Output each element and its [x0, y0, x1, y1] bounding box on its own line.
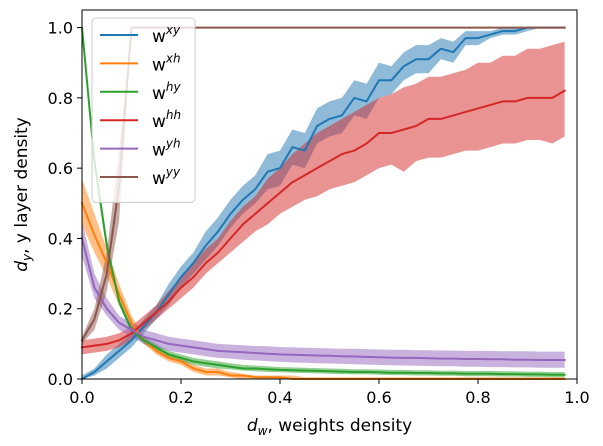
x-tick-label: 0.8	[465, 388, 490, 407]
legend-entry-why: why	[152, 80, 182, 104]
x-axis-label: dw, weights density	[247, 416, 412, 438]
y-axis-label-rest: , y layer density	[12, 117, 32, 254]
series-line-wxy	[80, 26, 566, 381]
series-line-wyh	[80, 237, 566, 361]
y-axis-label-var: d	[12, 261, 32, 272]
x-axis-label-var: d	[247, 416, 258, 436]
legend-entry-whh: whh	[152, 108, 181, 132]
legend-entry-wyy: wyy	[152, 165, 181, 189]
series-line-whh	[80, 89, 566, 349]
plot-frame	[81, 9, 578, 380]
legend-entry-wxy: wxy	[152, 23, 181, 47]
y-tick-label: 0.4	[48, 229, 73, 248]
band-whh	[82, 41, 565, 355]
y-axis-label-sub: y	[20, 253, 34, 262]
legend-entry-wyh: wyh	[152, 137, 181, 161]
x-axis-label-rest: , weights density	[267, 416, 412, 436]
series-line-why	[80, 26, 566, 376]
x-axis-label-sub: w	[258, 424, 268, 438]
y-tick-label: 0.0	[48, 370, 73, 389]
y-axis-label: dy, y layer density	[12, 117, 34, 272]
legend: wxy wxh why whh wyh wyy	[91, 17, 196, 203]
confidence-bands	[82, 27, 565, 379]
y-tick-label: 1.0	[48, 19, 73, 38]
band-wyh	[82, 220, 565, 368]
y-tick-label: 0.2	[48, 300, 73, 319]
legend-entry-wxh: wxh	[152, 51, 181, 75]
x-tick-label: 0.0	[69, 388, 94, 407]
x-tick-label: 0.6	[366, 388, 391, 407]
x-tick-label: 0.2	[168, 388, 193, 407]
y-tick-label: 0.6	[48, 159, 73, 178]
band-wxy	[82, 27, 565, 379]
y-axis-ticks: 0.0 0.2 0.4 0.6 0.8 1.0	[48, 19, 82, 389]
x-axis-ticks: 0.0 0.2 0.4 0.6 0.8 1.0	[69, 379, 590, 407]
x-tick-label: 1.0	[564, 388, 589, 407]
y-tick-label: 0.8	[48, 89, 73, 108]
x-tick-label: 0.4	[267, 388, 292, 407]
